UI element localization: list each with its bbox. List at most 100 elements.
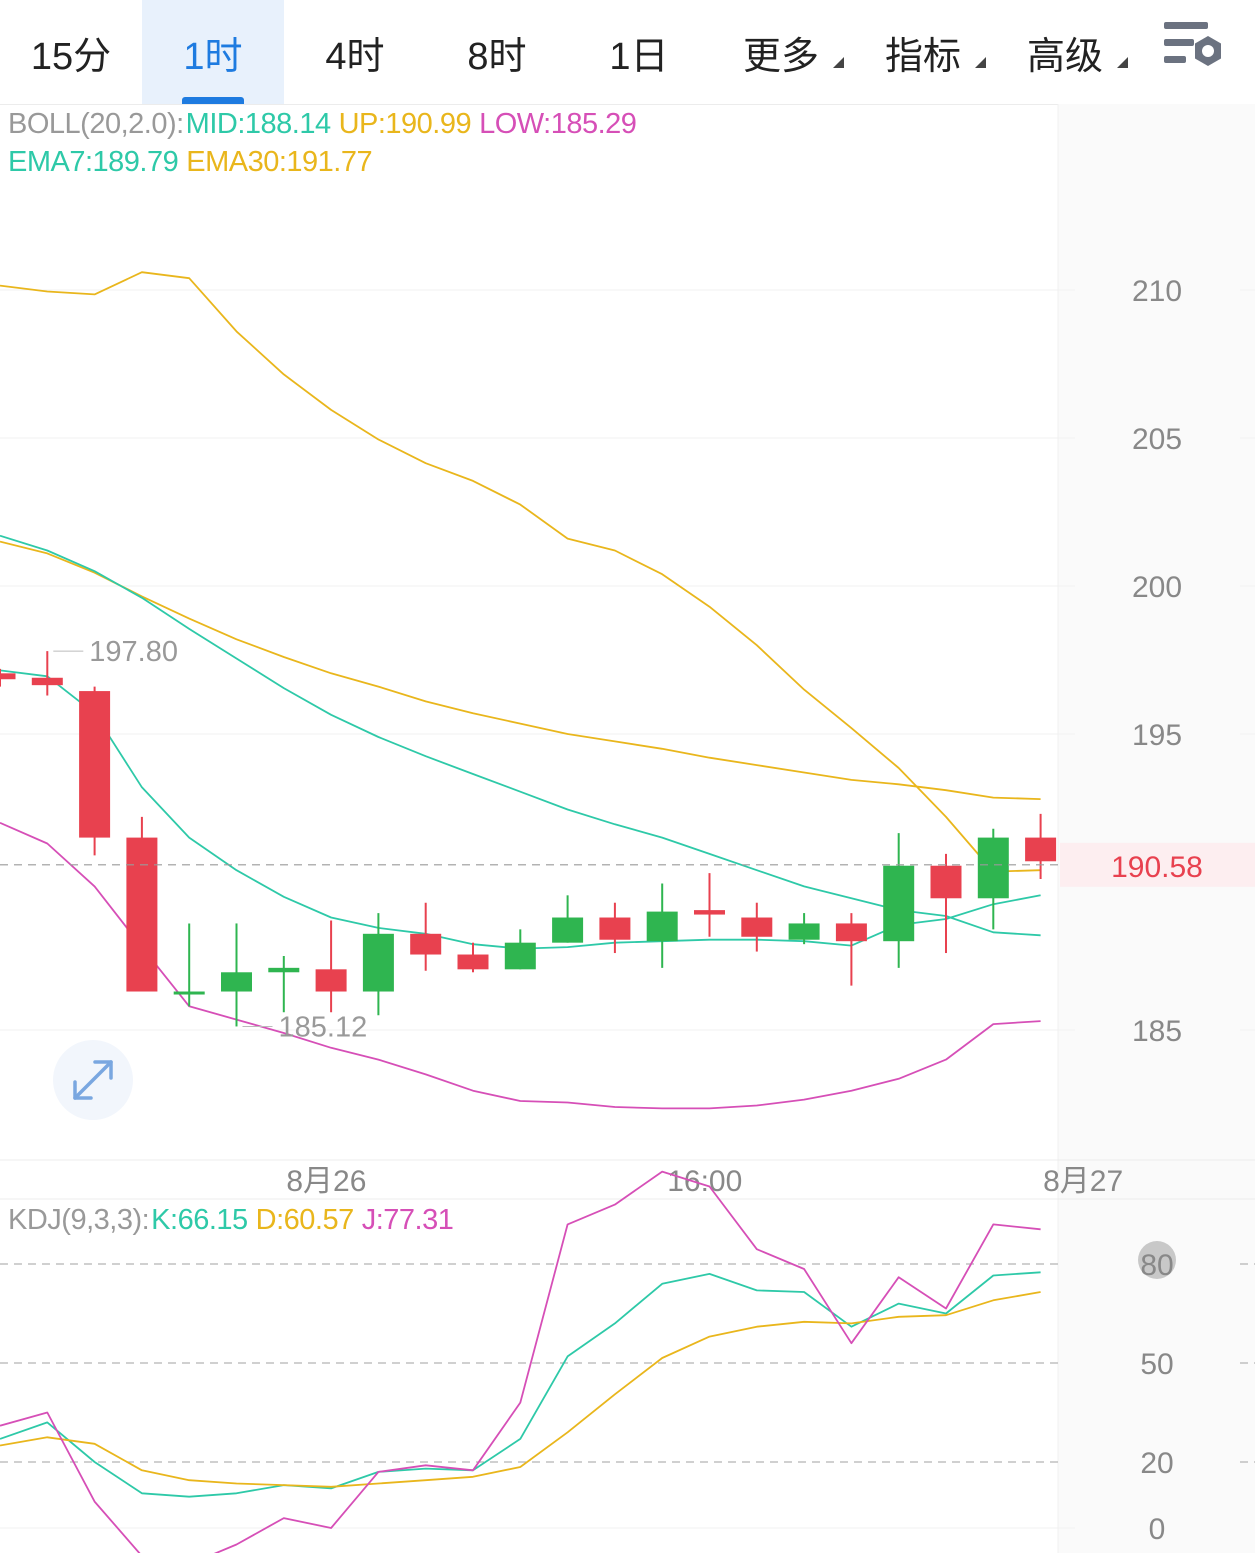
candle-body (221, 972, 252, 992)
kdj-legend-name: KDJ(9,3,3): (8, 1204, 150, 1236)
tab-label: 更多 (742, 35, 819, 78)
price-tick-label: 195 (1132, 719, 1182, 752)
tab-5[interactable]: 更多 (710, 0, 852, 104)
candle-body (173, 991, 205, 995)
tab-3[interactable]: 8时 (426, 0, 568, 104)
candle (741, 902, 773, 952)
tab-1[interactable]: 1时 (142, 0, 284, 104)
high-price-label: 197.80 (89, 636, 178, 668)
candle (315, 920, 347, 1013)
dropdown-corner-icon (1117, 57, 1128, 68)
candle-body (599, 917, 631, 940)
price-axis-background (1058, 104, 1255, 1553)
tab-2[interactable]: 4时 (284, 0, 426, 104)
timeframe-tab-bar: 15分 1时 4时 8时 1日 更多 指标 高级 (0, 0, 1255, 105)
kdj-tick-label: 0 (1149, 1513, 1166, 1546)
kdj-j-line (0, 1170, 1041, 1553)
tab-label: 4时 (325, 35, 385, 78)
boll-up-line (0, 271, 1041, 873)
candle-body (741, 917, 773, 937)
candle-body (410, 933, 442, 955)
candle-body (694, 910, 725, 915)
boll-legend-name: BOLL(20,2.0): (8, 108, 184, 140)
boll-low-line (0, 821, 1041, 1110)
dropdown-corner-icon (833, 57, 844, 68)
candle-body (1025, 837, 1057, 862)
ema30-line (0, 540, 1041, 800)
candle-body (315, 969, 347, 992)
candle (31, 651, 63, 696)
candle (977, 828, 1009, 930)
price-tick-label: 210 (1132, 275, 1182, 308)
boll-mid-value: MID:188.14 (185, 108, 331, 140)
candle (694, 873, 725, 937)
tab-label: 8时 (467, 35, 527, 78)
expand-icon (73, 1060, 113, 1100)
candle-body (126, 837, 158, 992)
candle-body (646, 911, 678, 942)
ema-legend: EMA7:189.79 EMA30:191.77 (8, 146, 380, 179)
candle (883, 833, 915, 968)
candle (126, 816, 158, 992)
kdj-tick-label: 80 (1140, 1249, 1173, 1282)
tab-4[interactable]: 1日 (568, 0, 710, 104)
boll-up-value: UP:190.99 (338, 108, 472, 140)
kdj-label-badge (1138, 1241, 1176, 1279)
candle-body (362, 933, 394, 992)
candle (362, 913, 394, 1016)
low-price-label: 185.12 (279, 1011, 368, 1043)
current-price-label: 190.58 (1111, 851, 1203, 884)
price-tick-label: 200 (1132, 571, 1182, 604)
current-price-tag (1060, 842, 1255, 887)
boll-low-value: LOW:185.29 (479, 108, 637, 140)
candle (1025, 813, 1057, 880)
tab-6[interactable]: 指标 (852, 0, 994, 104)
kdj-d-line (0, 1291, 1041, 1488)
candle (457, 942, 489, 973)
candle (788, 913, 820, 945)
candle (552, 895, 584, 943)
candle (599, 902, 631, 954)
candle-body (504, 942, 536, 970)
candle-body (31, 677, 63, 686)
time-tick-label: 8月26 (286, 1165, 366, 1198)
candle-body (977, 837, 1009, 899)
candle (835, 913, 867, 986)
candle-body (552, 917, 584, 943)
tab-0[interactable]: 15分 (0, 0, 142, 104)
tab-label: 1时 (183, 35, 243, 78)
boll-mid-line (0, 534, 1041, 937)
kdj-j-value: J:77.31 (361, 1204, 454, 1236)
candle (173, 923, 205, 1007)
kdj-d-value: D:60.57 (255, 1204, 355, 1236)
price-tick-label: 185 (1132, 1015, 1182, 1048)
tab-label: 高级 (1026, 35, 1103, 78)
kdj-tick-label: 20 (1140, 1447, 1173, 1480)
candle-body (930, 865, 962, 899)
active-tab-indicator (182, 97, 244, 104)
dropdown-corner-icon (975, 57, 986, 68)
time-tick-label: 16:00 (667, 1165, 742, 1198)
chart-settings-icon[interactable] (1160, 16, 1230, 82)
candle-body (835, 923, 867, 942)
fullscreen-button[interactable] (53, 1040, 133, 1120)
kdj-k-line (0, 1271, 1041, 1498)
kdj-legend: KDJ(9,3,3):K:66.15 D:60.57 J:77.31 (8, 1204, 461, 1237)
candle (221, 923, 252, 1027)
ema7-value: EMA7:189.79 (8, 146, 179, 178)
tab-label: 1日 (609, 35, 669, 78)
tab-label: 指标 (884, 35, 961, 78)
candle-body (788, 923, 820, 940)
candle-body (883, 865, 915, 942)
tab-7[interactable]: 高级 (994, 0, 1136, 104)
candle (79, 686, 111, 856)
candle (930, 853, 962, 954)
tab-label: 15分 (30, 35, 112, 78)
kdj-k-value: K:66.15 (151, 1204, 248, 1236)
price-tick-label: 205 (1132, 423, 1182, 456)
candle-body (268, 967, 300, 973)
candle-body (79, 691, 111, 838)
boll-legend: BOLL(20,2.0):MID:188.14 UP:190.99 LOW:185.… (8, 108, 644, 141)
candle-body (457, 954, 489, 970)
